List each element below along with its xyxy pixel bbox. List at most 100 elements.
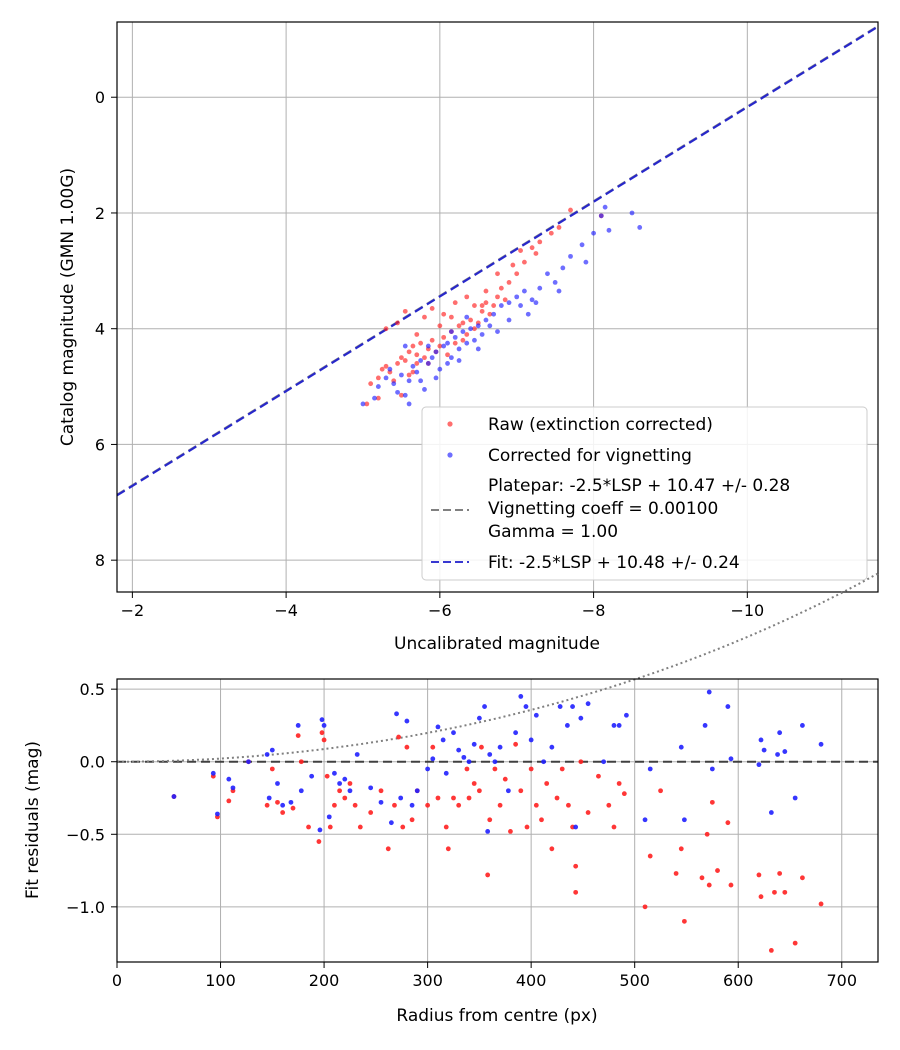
raw-residual-point [566, 802, 571, 808]
corrected-residual-point [601, 759, 607, 765]
top-x-tick-label: −6 [428, 601, 452, 620]
corrected-residual-point [585, 701, 591, 707]
corrected-residual-point [775, 752, 780, 757]
corrected-residual-point [321, 723, 327, 728]
corrected-point [529, 297, 535, 303]
raw-residual-point [347, 781, 353, 786]
raw-point [395, 361, 400, 366]
corrected-residual-point [317, 827, 323, 833]
raw-residual-point [479, 744, 484, 750]
raw-point [460, 337, 466, 343]
raw-point [452, 340, 458, 346]
raw-residual-point [443, 824, 449, 830]
raw-point [468, 317, 473, 323]
raw-residual-point [337, 788, 343, 794]
corrected-residual-point [215, 811, 220, 817]
corrected-residual-point [782, 749, 788, 754]
corrected-residual-point [549, 744, 555, 750]
raw-point [383, 363, 389, 369]
raw-residual-point [756, 872, 762, 878]
corrected-residual-point [800, 723, 805, 728]
corrected-residual-point [443, 770, 449, 776]
raw-residual-point [485, 872, 491, 878]
raw-residual-point [332, 802, 337, 808]
top-data-points [360, 204, 643, 407]
corrected-residual-point [616, 723, 622, 728]
raw-residual-point [269, 766, 275, 772]
corrected-point [372, 395, 377, 401]
raw-point [483, 300, 489, 306]
raw-residual-point [549, 846, 555, 852]
top-y-axis-label: Catalog magnitude (GMN 1.00G) [58, 168, 78, 446]
corrected-residual-point [578, 715, 584, 721]
raw-residual-point [544, 781, 550, 786]
top-x-tick-label: −8 [582, 601, 606, 620]
corrected-residual-point [378, 799, 384, 805]
corrected-point [452, 334, 458, 340]
corrected-point [418, 358, 424, 363]
bottom-x-tick-label: 400 [516, 971, 547, 990]
raw-residual-point [782, 889, 788, 895]
corrected-residual-point [456, 747, 462, 753]
raw-residual-point [611, 824, 617, 830]
top-x-tick-label: −10 [730, 601, 764, 620]
corrected-point [629, 210, 635, 216]
corrected-residual-point [647, 766, 653, 772]
legend-box [421, 406, 868, 581]
raw-residual-point [456, 802, 462, 808]
raw-residual-point [533, 802, 539, 808]
corrected-residual-point [541, 759, 546, 765]
corrected-point [637, 225, 643, 230]
raw-residual-point [709, 799, 715, 805]
raw-point [429, 306, 435, 311]
raw-residual-point [396, 734, 402, 740]
corrected-point [552, 280, 558, 285]
top-y-tick-label: 4 [95, 320, 105, 339]
bottom-x-tick-label: 700 [826, 971, 857, 990]
raw-point [506, 280, 512, 285]
corrected-residual-point [476, 715, 482, 721]
bottom-tick-labels: 0 100 200 300 400 500 600 700 0.5 0.0 −0.5 −1.0 [66, 680, 857, 990]
raw-point [452, 300, 458, 306]
raw-point [368, 381, 374, 387]
corrected-point [606, 227, 612, 233]
legend-marker-raw [447, 421, 453, 427]
top-tick-labels: −2 −4 −6 −8 −10 0 2 4 6 8 [95, 88, 764, 620]
raw-residual-point [596, 773, 601, 779]
vignetting-model-curve [117, 572, 879, 763]
raw-point [414, 361, 420, 366]
raw-point [448, 314, 454, 320]
raw-residual-point [321, 737, 327, 743]
corrected-point [514, 294, 520, 300]
raw-residual-point [342, 795, 348, 801]
bottom-plot-area [117, 679, 878, 962]
corrected-point [406, 378, 412, 384]
corrected-residual-point [230, 785, 236, 791]
raw-point [406, 372, 412, 378]
bottom-x-tick-label: 0 [112, 971, 122, 990]
raw-residual-point [524, 824, 530, 830]
corrected-residual-point [342, 776, 348, 782]
raw-point [410, 343, 416, 349]
corrected-point [375, 384, 381, 389]
raw-residual-point [758, 894, 764, 900]
raw-point [518, 248, 523, 253]
corrected-point [448, 355, 454, 361]
raw-point [460, 320, 466, 326]
corrected-point [483, 317, 489, 323]
raw-residual-point [264, 802, 270, 808]
corrected-residual-point [482, 704, 487, 709]
raw-residual-point [772, 889, 777, 895]
corrected-point [475, 346, 481, 352]
corrected-point [456, 346, 462, 352]
corrected-residual-point [709, 766, 715, 772]
bottom-y-tick-label: 0.0 [80, 753, 105, 772]
corrected-point [425, 343, 431, 349]
corrected-residual-point [414, 788, 420, 794]
corrected-residual-point [497, 744, 503, 750]
raw-residual-point [378, 788, 384, 794]
raw-residual-point [508, 828, 513, 834]
bottom-x-tick-label: 500 [619, 971, 650, 990]
raw-residual-point [502, 776, 508, 782]
